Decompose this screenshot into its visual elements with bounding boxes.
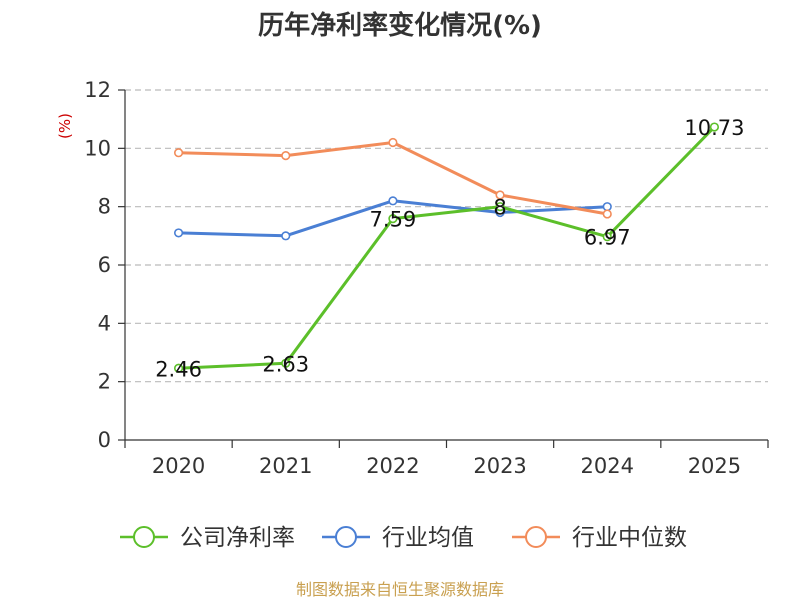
series-point-0-2025 <box>709 122 720 132</box>
series-line-0 <box>178 125 716 370</box>
series-point-0-2024 <box>602 232 612 242</box>
source-note: 制图数据来自恒生聚源数据库 <box>296 580 504 599</box>
series-point-0-2022 <box>388 214 398 224</box>
y-tick-label-10: 10 <box>84 136 111 160</box>
chart-title: 历年净利率变化情况(%) <box>258 10 542 41</box>
x-tick-label-2025: 2025 <box>688 454 741 478</box>
legend: 公司净利率 行业均值 行业中位数 <box>120 525 687 551</box>
y-tick-label-0: 0 <box>98 428 111 452</box>
x-tick-label-2024: 2024 <box>581 454 634 478</box>
data-label-2024: 6.97 <box>584 226 631 250</box>
data-labels: 2.46 2.63 7.59 8 6.97 10.73 <box>155 116 744 381</box>
legend-marker-2 <box>525 526 547 548</box>
series-point-2-2023 <box>495 190 505 200</box>
y-tick-label-12: 12 <box>84 78 111 102</box>
series-point-1-2021 <box>281 231 291 241</box>
legend-label-0: 公司净利率 <box>180 525 295 551</box>
series-layer <box>173 122 720 373</box>
series-point-0-2023 <box>495 202 505 212</box>
series-point-2-2022 <box>388 137 398 148</box>
series-point-2-2024 <box>602 209 612 219</box>
data-label-2025: 10.73 <box>684 116 744 140</box>
data-label-2023: 8 <box>493 196 506 220</box>
data-label-2020: 2.46 <box>155 357 202 381</box>
x-tick-label-2020: 2020 <box>152 454 205 478</box>
y-tick-label-2: 2 <box>98 370 111 394</box>
series-point-2-2021 <box>281 151 291 161</box>
series-point-2-2020 <box>173 148 184 158</box>
data-label-2022: 7.59 <box>370 208 417 232</box>
legend-label-1: 行业均值 <box>382 525 474 551</box>
grid-lines <box>125 89 768 383</box>
axes: 0 2 4 6 8 10 12 2020 2021 2022 2023 2024 2025 <box>84 78 769 478</box>
legend-marker-0 <box>133 526 155 548</box>
data-label-2021: 2.63 <box>262 352 309 376</box>
legend-marker-1 <box>335 526 357 548</box>
series-point-0-2020 <box>173 363 184 373</box>
legend-label-2: 行业中位数 <box>572 525 687 551</box>
y-tick-label-8: 8 <box>98 195 111 219</box>
x-tick-label-2023: 2023 <box>473 454 526 478</box>
y-tick-label-4: 4 <box>98 311 111 335</box>
y-tick-label-6: 6 <box>98 253 111 277</box>
y-axis-unit-label: (%) <box>56 113 74 139</box>
series-point-1-2020 <box>173 228 184 238</box>
x-tick-label-2022: 2022 <box>366 454 419 478</box>
x-tick-label-2021: 2021 <box>259 454 312 478</box>
series-point-0-2021 <box>281 358 291 368</box>
series-point-1-2022 <box>388 196 398 206</box>
series-point-1-2024 <box>602 202 612 212</box>
